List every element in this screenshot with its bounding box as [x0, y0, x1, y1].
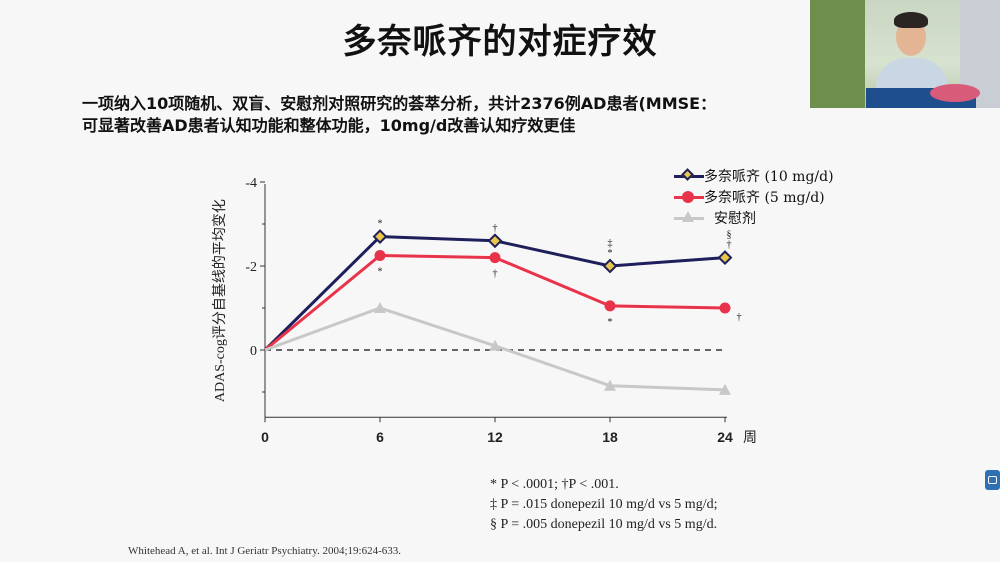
y-tick-label: 0 — [250, 344, 257, 359]
footnote-2: ‡ P = .015 donepezil 10 mg/d vs 5 mg/d; — [490, 497, 718, 512]
x-tick-label: 6 — [376, 429, 384, 445]
significance-marker: † — [727, 240, 732, 251]
legend-label: 多奈哌齐 (5 mg/d) — [704, 190, 825, 206]
legend-triangle-marker — [682, 211, 694, 222]
footnote-3: § P = .005 donepezil 10 mg/d vs 5 mg/d. — [490, 517, 718, 532]
chart-footnotes: * P < .0001; †P < .001. ‡ P = .015 donep… — [490, 475, 717, 535]
significance-marker: ‡ — [608, 238, 613, 249]
significance-marker: * — [608, 317, 613, 328]
subtitle-line-2: 可显著改善AD患者认知功能和整体功能，10mg/d改善认知疗效更佳 — [82, 116, 576, 135]
significance-marker: § — [727, 230, 732, 241]
legend-circle-marker — [682, 191, 694, 203]
data-point-diamond — [487, 233, 503, 249]
share-screen-icon[interactable] — [985, 470, 1000, 490]
data-point-circle — [489, 252, 501, 264]
data-point-diamond — [602, 258, 618, 274]
data-point-diamond — [372, 229, 388, 245]
legend-label: 安慰剂 — [714, 211, 756, 227]
legend-item-donepezil-10: 多奈哌齐 (10 mg/d) — [674, 166, 864, 186]
significance-marker: * — [608, 248, 613, 259]
data-point-diamond — [717, 250, 733, 266]
y-tick-label: -2 — [245, 260, 257, 275]
slide-title: 多奈哌齐的对症疗效 — [342, 22, 658, 62]
y-axis-label: ADAS-cog评分自基线的平均变化 — [211, 199, 228, 402]
speaker-hair — [894, 12, 928, 28]
speaker-video-thumbnail[interactable] — [810, 0, 1000, 108]
data-point-circle — [374, 250, 386, 261]
data-point-triangle — [719, 383, 731, 395]
chart-annotations: **††*‡*†§† — [378, 219, 742, 328]
significance-marker: * — [378, 219, 383, 230]
data-point-triangle — [604, 379, 616, 391]
data-point-triangle — [489, 339, 501, 351]
x-tick-label: 24 — [717, 429, 733, 445]
significance-marker: * — [378, 267, 383, 278]
citation: Whitehead A, et al. Int J Geriatr Psychi… — [128, 545, 402, 557]
chart-series — [263, 229, 733, 395]
x-axis-label: 周 — [743, 430, 757, 446]
data-point-triangle — [374, 302, 386, 313]
legend-diamond-marker — [681, 168, 694, 181]
legend-label: 多奈哌齐 (10 mg/d) — [704, 169, 834, 185]
legend-item-placebo: 安慰剂 — [674, 208, 864, 228]
x-tick-label: 12 — [487, 429, 503, 445]
significance-marker: † — [493, 223, 498, 234]
legend-item-donepezil-5: 多奈哌齐 (5 mg/d) — [674, 187, 864, 207]
data-point-circle — [604, 300, 616, 312]
x-tick-label: 18 — [602, 429, 618, 445]
significance-marker: † — [493, 269, 498, 280]
footnote-1: * P < .0001; †P < .001. — [490, 477, 619, 492]
podium-flowers — [930, 84, 980, 102]
significance-marker: † — [737, 312, 742, 323]
x-tick-label: 0 — [261, 429, 269, 445]
video-background-plant — [810, 0, 865, 108]
subtitle-line-1: 一项纳入10项随机、双盲、安慰剂对照研究的荟萃分析，共计2376例AD患者(MM… — [82, 94, 717, 113]
y-tick-label: -4 — [245, 176, 257, 191]
chart-axes: -4 -2 0 0 6 12 18 24 周 ADAS-cog评分自基线的平均变化 — [211, 176, 757, 446]
data-point-circle — [719, 302, 731, 314]
